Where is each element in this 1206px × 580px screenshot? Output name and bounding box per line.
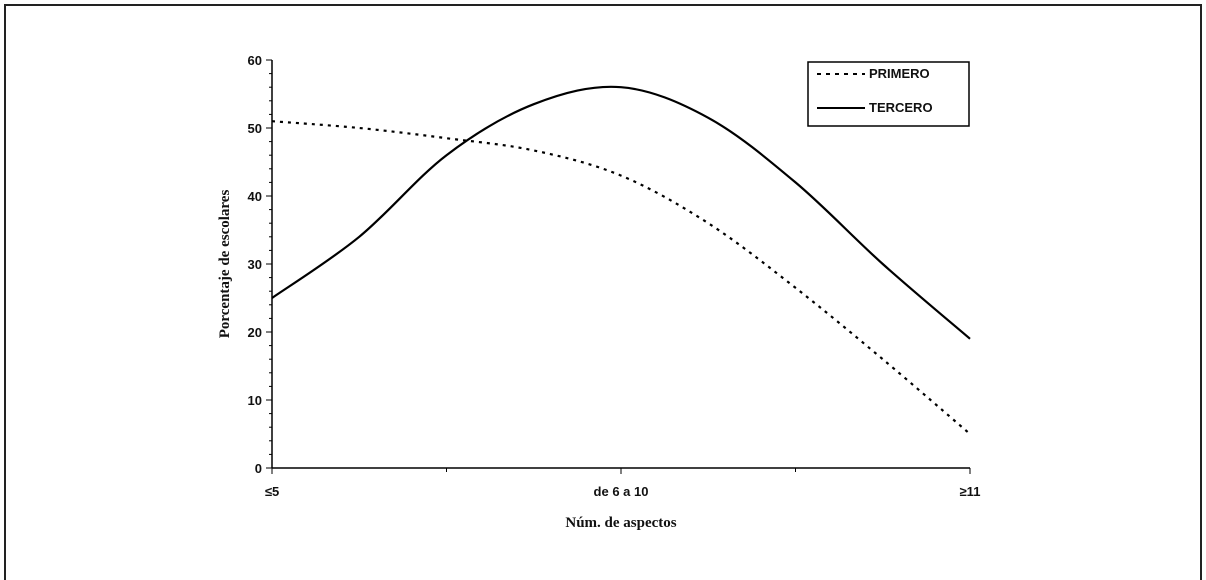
y-tick-label: 50 — [248, 121, 262, 136]
legend: PRIMERO TERCERO — [807, 61, 970, 127]
figure-frame — [4, 4, 1202, 580]
legend-box — [807, 61, 970, 127]
x-ticks: ≤5 de 6 a 10 ≥11 — [265, 468, 981, 499]
x-tick-label: de 6 a 10 — [594, 484, 649, 499]
series-line-primero — [271, 120, 971, 435]
series-lines — [271, 85, 971, 435]
x-tick-label: ≤5 — [265, 484, 279, 499]
legend-label-primero: PRIMERO — [869, 66, 930, 81]
y-tick-label: 40 — [248, 189, 262, 204]
x-tick-label: ≥11 — [960, 484, 981, 499]
y-tick-label: 0 — [255, 461, 262, 476]
x-axis-title: Núm. de aspectos — [565, 515, 676, 531]
y-ticks: 0 10 20 30 40 50 60 — [248, 53, 272, 476]
y-tick-label: 20 — [248, 325, 262, 340]
y-tick-label: 10 — [248, 393, 262, 408]
series-line-tercero — [271, 85, 971, 340]
legend-label-tercero: TERCERO — [869, 100, 933, 115]
y-tick-label: 60 — [248, 53, 262, 68]
y-axis-title: Porcentaje de escolares — [217, 190, 233, 339]
y-tick-label: 30 — [248, 257, 262, 272]
